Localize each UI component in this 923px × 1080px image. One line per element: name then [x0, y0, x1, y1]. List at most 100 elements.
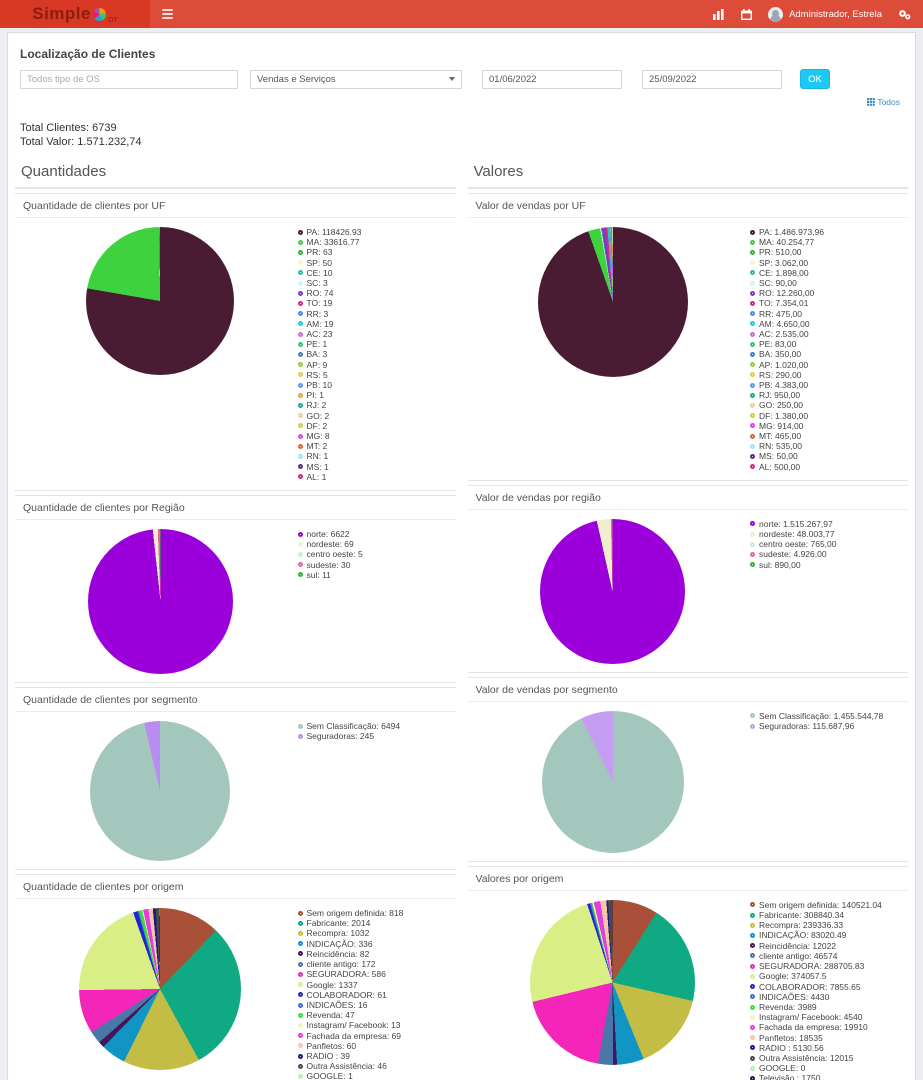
legend-item[interactable]: nordeste: 69 [297, 539, 450, 549]
legend-item[interactable]: RS: 5 [297, 370, 450, 380]
legend-item[interactable]: Panfletos: 18535 [750, 1033, 902, 1043]
legend-item[interactable]: sul: 11 [297, 570, 450, 580]
legend-item[interactable]: RO: 12.260,00 [750, 288, 902, 298]
legend-item[interactable]: INDICAÕES: 4430 [750, 992, 902, 1002]
legend-item[interactable]: Sem origem definida: 818 [297, 908, 450, 918]
legend-item[interactable]: TO: 7.354,01 [750, 298, 902, 308]
legend-item[interactable]: DF: 1.380,00 [750, 411, 902, 421]
legend-item[interactable]: AC: 2.535,00 [750, 329, 902, 339]
legend-item[interactable]: PI: 1 [297, 390, 450, 400]
sales-type-select[interactable]: Vendas e Serviços [250, 69, 462, 89]
legend-item[interactable]: Sem origem definida: 140521.04 [750, 900, 902, 910]
legend-item[interactable]: nordeste: 48.003,77 [750, 529, 902, 539]
legend-item[interactable]: PE: 1 [297, 339, 450, 349]
legend-item[interactable]: Outra Assistência: 46 [297, 1061, 450, 1071]
legend-item[interactable]: TO: 19 [297, 298, 450, 308]
legend-item[interactable]: SEGURADORA: 288705.83 [750, 961, 902, 971]
legend-item[interactable]: INDICAÇÃO: 336 [297, 939, 450, 949]
todos-link[interactable]: Todos [867, 97, 900, 107]
legend-item[interactable]: sul: 890,00 [750, 560, 902, 570]
os-type-input[interactable] [20, 69, 238, 89]
legend-item[interactable]: Seguradoras: 245 [297, 731, 450, 741]
pie-chart[interactable] [530, 899, 696, 1065]
legend-item[interactable]: MG: 8 [297, 431, 450, 441]
legend-item[interactable]: INDICAÇÃO: 83020.49 [750, 930, 902, 940]
brand-logo[interactable]: Simple OT [0, 0, 150, 28]
legend-item[interactable]: Outra Assistência: 12015 [750, 1053, 902, 1063]
ok-button[interactable]: OK [800, 69, 830, 89]
legend-item[interactable]: CE: 10 [297, 268, 450, 278]
legend-item[interactable]: RN: 535,00 [750, 441, 902, 451]
legend-item[interactable]: MS: 1 [297, 462, 450, 472]
legend-item[interactable]: COLABORADOR: 7855.65 [750, 982, 902, 992]
bar-chart-icon[interactable] [713, 8, 725, 20]
legend-item[interactable]: Google: 1337 [297, 980, 450, 990]
legend-item[interactable]: RN: 1 [297, 451, 450, 461]
legend-item[interactable]: Google: 374057.5 [750, 971, 902, 981]
legend-item[interactable]: MS: 50,00 [750, 451, 902, 461]
legend-item[interactable]: SP: 3.062,00 [750, 258, 902, 268]
pie-chart[interactable] [541, 710, 684, 853]
legend-item[interactable]: RJ: 950,00 [750, 390, 902, 400]
legend-item[interactable]: centro oeste: 765,00 [750, 539, 902, 549]
legend-item[interactable]: Sem Classificação: 6494 [297, 721, 450, 731]
pie-chart[interactable] [87, 529, 233, 675]
pie-chart[interactable] [540, 518, 686, 664]
legend-item[interactable]: Revenda: 3989 [750, 1002, 902, 1012]
legend-item[interactable]: MA: 33616.77 [297, 237, 450, 247]
legend-item[interactable]: RJ: 2 [297, 400, 450, 410]
date-from-input[interactable] [482, 69, 622, 89]
legend-item[interactable]: Reincidência: 12022 [750, 941, 902, 951]
legend-item[interactable]: Fabricante: 308840.34 [750, 910, 902, 920]
legend-item[interactable]: RADIO : 5130.56 [750, 1043, 902, 1053]
legend-item[interactable]: Instagram/ Facebook: 13 [297, 1020, 450, 1030]
legend-item[interactable]: AP: 1.020,00 [750, 360, 902, 370]
legend-item[interactable]: INDICAÕES: 16 [297, 1000, 450, 1010]
legend-item[interactable]: MT: 465,00 [750, 431, 902, 441]
pie-chart[interactable] [537, 227, 688, 377]
legend-item[interactable]: BA: 350,00 [750, 349, 902, 359]
legend-item[interactable]: GO: 2 [297, 411, 450, 421]
legend-item[interactable]: RR: 3 [297, 309, 450, 319]
legend-item[interactable]: Fachada da empresa: 69 [297, 1031, 450, 1041]
legend-item[interactable]: Recompra: 239336.33 [750, 920, 902, 930]
pie-chart[interactable] [90, 721, 231, 862]
legend-item[interactable]: AC: 23 [297, 329, 450, 339]
legend-item[interactable]: AL: 1 [297, 472, 450, 482]
legend-item[interactable]: Instagram/ Facebook: 4540 [750, 1012, 902, 1022]
pie-chart[interactable] [86, 227, 235, 375]
legend-item[interactable]: Revenda: 47 [297, 1010, 450, 1020]
legend-item[interactable]: AM: 4.650,00 [750, 319, 902, 329]
legend-item[interactable]: sudeste: 4.926,00 [750, 549, 902, 559]
legend-item[interactable]: PE: 83,00 [750, 339, 902, 349]
legend-item[interactable]: norte: 6622 [297, 529, 450, 539]
legend-item[interactable]: cliente antigo: 46574 [750, 951, 902, 961]
legend-item[interactable]: RR: 475,00 [750, 309, 902, 319]
legend-item[interactable]: AP: 9 [297, 360, 450, 370]
legend-item[interactable]: COLABORADOR: 61 [297, 990, 450, 1000]
legend-item[interactable]: Televisão : 1750 [750, 1073, 902, 1080]
legend-item[interactable]: centro oeste: 5 [297, 549, 450, 559]
legend-item[interactable]: Panfletos: 60 [297, 1041, 450, 1051]
legend-item[interactable]: RS: 290,00 [750, 370, 902, 380]
legend-item[interactable]: RADIO : 39 [297, 1051, 450, 1061]
menu-hamburger-icon[interactable] [150, 0, 184, 28]
legend-item[interactable]: Fabricante: 2014 [297, 918, 450, 928]
legend-item[interactable]: GOOGLE: 0 [750, 1063, 902, 1073]
legend-item[interactable]: GO: 250,00 [750, 400, 902, 410]
legend-item[interactable]: sudeste: 30 [297, 560, 450, 570]
legend-item[interactable]: Fachada da empresa: 19910 [750, 1022, 902, 1032]
legend-item[interactable]: Sem Classificação: 1.455.544,78 [750, 711, 902, 721]
legend-item[interactable]: norte: 1.515.267,97 [750, 519, 902, 529]
legend-item[interactable]: MA: 40.254,77 [750, 237, 902, 247]
calendar-icon[interactable] [741, 8, 753, 20]
legend-item[interactable]: BA: 3 [297, 349, 450, 359]
legend-item[interactable]: PR: 510,00 [750, 247, 902, 257]
legend-item[interactable]: MG: 914,00 [750, 421, 902, 431]
legend-item[interactable]: AL: 500,00 [750, 462, 902, 472]
legend-item[interactable]: MT: 2 [297, 441, 450, 451]
legend-item[interactable]: Reincidência: 82 [297, 949, 450, 959]
legend-item[interactable]: RO: 74 [297, 288, 450, 298]
legend-item[interactable]: GOOGLE: 1 [297, 1071, 450, 1080]
legend-item[interactable]: PB: 4.383,00 [750, 380, 902, 390]
